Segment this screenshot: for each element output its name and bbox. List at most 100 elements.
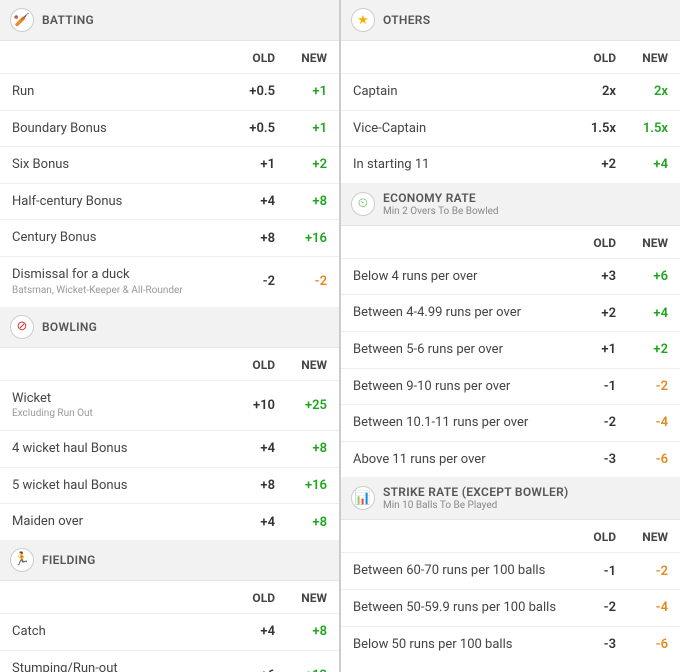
column-header: OLDNEW: [0, 581, 339, 613]
table-row: Between 9-10 runs per over -1-2: [341, 368, 680, 405]
row-label: Between 9-10 runs per over: [353, 379, 564, 395]
row-label: Half-century Bonus: [12, 194, 223, 210]
new-value: +1: [275, 84, 327, 99]
old-value: +6: [223, 668, 275, 672]
row-label-text: Dismissal for a duck: [12, 267, 130, 282]
row-sublabel: Excluding Run Out: [12, 408, 223, 420]
new-value: -2: [616, 379, 668, 394]
row-label-text: Below 50 runs per 100 balls: [353, 637, 512, 652]
field-icon: 🏃: [10, 548, 34, 572]
table-row: Half-century Bonus+4+8: [0, 183, 339, 220]
section-title-wrap: BATTING: [42, 13, 94, 27]
row-label-text: Run: [12, 84, 34, 99]
section-title-wrap: ECONOMY RATEMin 2 Overs To Be Bowled: [383, 191, 499, 217]
old-value: -3: [564, 637, 616, 652]
row-label-text: Stumping/Run-out: [12, 661, 118, 672]
row-label: Above 11 runs per over: [353, 452, 564, 468]
row-label: 4 wicket haul Bonus: [12, 441, 223, 457]
old-value: +1: [564, 342, 616, 357]
section-title-wrap: STRIKE RATE (EXCEPT BOWLER)Min 10 Balls …: [383, 485, 569, 511]
section-title: STRIKE RATE (EXCEPT BOWLER): [383, 485, 569, 499]
col-spacer: [353, 236, 564, 250]
table-row: Dismissal for a duckBatsman, Wicket-Keep…: [0, 256, 339, 307]
row-label: Boundary Bonus: [12, 121, 223, 137]
col-old: OLD: [564, 51, 616, 65]
table-row: Captain2x2x: [341, 73, 680, 110]
section-header: ★OTHERS: [341, 0, 680, 41]
section-title: FIELDING: [42, 553, 96, 567]
row-label: Six Bonus: [12, 157, 223, 173]
row-label-text: Captain: [353, 84, 398, 99]
table-row: Vice-Captain1.5x1.5x: [341, 110, 680, 147]
new-value: +1: [275, 121, 327, 136]
old-value: +1: [223, 157, 275, 172]
row-label-text: Between 60-70 runs per 100 balls: [353, 563, 545, 578]
new-value: -6: [616, 452, 668, 467]
table-row: Between 10.1-11 runs per over-2-4: [341, 404, 680, 441]
row-label: Run: [12, 84, 223, 100]
old-value: +0.5: [223, 121, 275, 136]
table-row: Below 4 runs per over+3+6: [341, 258, 680, 295]
row-label-text: Between 5-6 runs per over: [353, 342, 503, 357]
row-label: Between 4-4.99 runs per over: [353, 305, 564, 321]
table-row: Above 11 runs per over-3-6: [341, 441, 680, 478]
new-value: +8: [275, 441, 327, 456]
row-label-text: Half-century Bonus: [12, 194, 122, 209]
new-value: -2: [616, 564, 668, 579]
column-header: OLDNEW: [0, 348, 339, 380]
col-old: OLD: [223, 358, 275, 372]
old-value: +2: [564, 157, 616, 172]
col-spacer: [353, 530, 564, 544]
section-title: BOWLING: [42, 320, 97, 334]
right-panel: ★OTHERSOLDNEWCaptain2x2xVice-Captain1.5x…: [341, 0, 680, 672]
section-title-wrap: OTHERS: [383, 13, 430, 27]
old-value: -1: [564, 379, 616, 394]
old-value: -2: [223, 274, 275, 289]
col-new: NEW: [275, 51, 327, 65]
row-label: Vice-Captain: [353, 121, 564, 137]
row-label-text: Between 9-10 runs per over: [353, 379, 510, 394]
col-new: NEW: [275, 591, 327, 605]
old-value: +4: [223, 624, 275, 639]
col-spacer: [12, 358, 223, 372]
table-row: WicketExcluding Run Out+10+25: [0, 380, 339, 431]
col-old: OLD: [223, 51, 275, 65]
row-label: Between 10.1-11 runs per over: [353, 415, 564, 431]
new-value: +4: [616, 157, 668, 172]
col-new: NEW: [616, 236, 668, 250]
bowl-icon: ⊘: [10, 315, 34, 339]
new-value: 1.5x: [616, 121, 668, 136]
table-row: Stumping/Run-outDirect+6+12: [0, 650, 339, 672]
table-row: Boundary Bonus+0.5+1: [0, 110, 339, 147]
old-value: -2: [564, 600, 616, 615]
new-value: +2: [616, 342, 668, 357]
bat-icon: 🏏: [10, 8, 34, 32]
row-label: Below 50 runs per 100 balls: [353, 637, 564, 653]
new-value: -4: [616, 600, 668, 615]
new-value: -4: [616, 415, 668, 430]
old-value: 2x: [564, 84, 616, 99]
new-value: -6: [616, 637, 668, 652]
col-old: OLD: [564, 236, 616, 250]
section-header: 🏃 FIELDING: [0, 540, 339, 581]
row-label-text: Wicket: [12, 391, 51, 406]
row-label: 5 wicket haul Bonus: [12, 478, 223, 494]
new-value: +16: [275, 478, 327, 493]
col-old: OLD: [223, 591, 275, 605]
row-label-text: Catch: [12, 624, 46, 639]
col-spacer: [12, 591, 223, 605]
row-label: Maiden over: [12, 514, 223, 530]
row-label: Between 50-59.9 runs per 100 balls: [353, 600, 564, 616]
section-header: 🏏 BATTING: [0, 0, 339, 41]
old-value: +8: [223, 231, 275, 246]
old-value: -2: [564, 415, 616, 430]
old-value: +3: [564, 269, 616, 284]
table-row: Six Bonus+1+2: [0, 146, 339, 183]
row-label-text: In starting 11: [353, 157, 429, 172]
old-value: +8: [223, 478, 275, 493]
row-label: Stumping/Run-outDirect: [12, 661, 223, 672]
new-value: +25: [275, 398, 327, 413]
row-label: Captain: [353, 84, 564, 100]
row-label-text: Six Bonus: [12, 157, 69, 172]
left-panel: 🏏BATTINGOLDNEWRun+0.5+1Boundary Bonus+0.…: [0, 0, 341, 672]
